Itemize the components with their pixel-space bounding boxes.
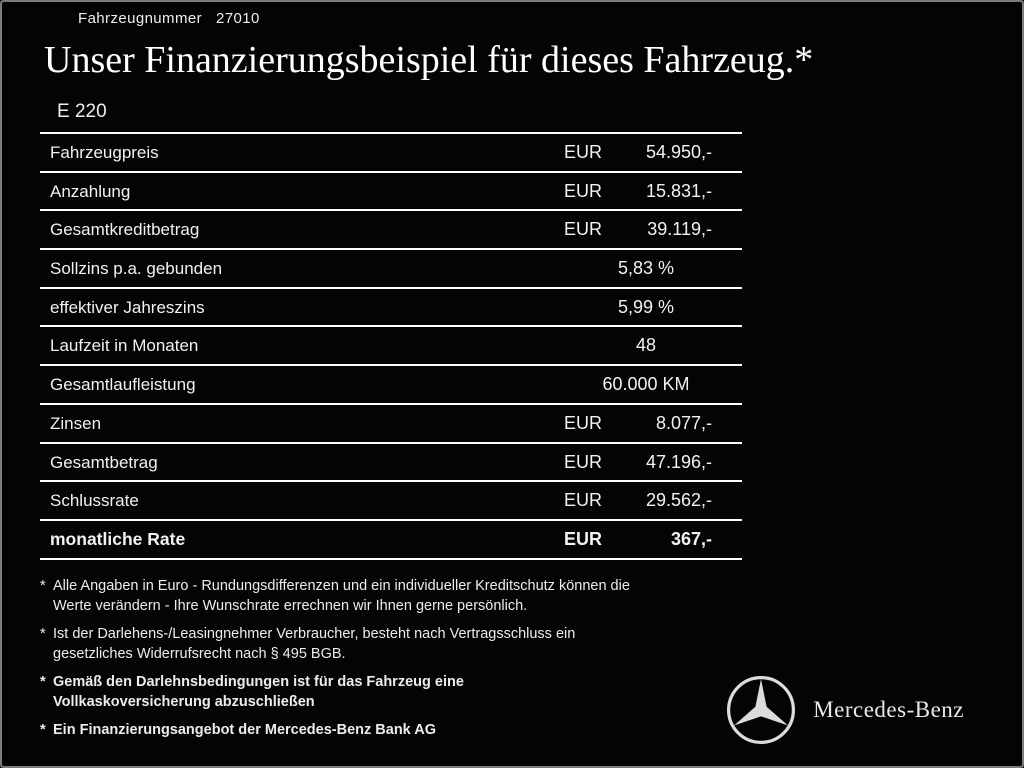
row-value: 48 bbox=[635, 335, 657, 356]
row-currency: EUR bbox=[564, 219, 603, 240]
row-value-cell: EUR 47.196,- bbox=[560, 444, 742, 481]
row-label: monatliche Rate bbox=[50, 528, 186, 549]
row-amount: 367,- bbox=[670, 528, 712, 549]
footnote-text: Alle Angaben in Euro - Rundungsdifferenz… bbox=[53, 578, 630, 614]
row-label: Anzahlung bbox=[50, 181, 131, 201]
row-currency: EUR bbox=[564, 142, 603, 162]
table-row: Zinsen EUR 8.077,- bbox=[40, 405, 742, 444]
row-currency: EUR bbox=[564, 412, 603, 433]
row-value: 60.000 KM bbox=[602, 374, 690, 395]
table-row: Schlussrate EUR 29.562,- bbox=[40, 482, 742, 521]
row-value-cell: EUR 367,- bbox=[560, 521, 742, 558]
row-value-cell: 60.000 KM bbox=[560, 366, 742, 403]
footnote-marker: * bbox=[40, 626, 46, 642]
table-row: Gesamtlaufleistung 60.000 KM bbox=[40, 366, 742, 405]
row-currency: EUR bbox=[564, 528, 603, 549]
footnote-text: Gemäß den Darlehnsbedingungen ist für da… bbox=[53, 674, 464, 710]
row-label: Zinsen bbox=[50, 413, 102, 433]
vehicle-number-label: Fahrzeugnummer bbox=[78, 10, 202, 27]
row-label: effektiver Jahreszins bbox=[50, 297, 205, 317]
table-row-monthly-rate: monatliche Rate EUR 367,- bbox=[40, 521, 742, 560]
table-row: Gesamtkreditbetrag EUR 39.119,- bbox=[40, 211, 742, 251]
row-amount: 47.196,- bbox=[645, 451, 712, 472]
row-amount: 29.562,- bbox=[645, 490, 712, 511]
row-value-cell: 5,83 % bbox=[560, 250, 742, 287]
row-label: Gesamtbetrag bbox=[50, 452, 158, 472]
row-value-cell: EUR 39.119,- bbox=[560, 211, 742, 248]
row-amount: 54.950,- bbox=[645, 142, 712, 162]
row-amount: 8.077,- bbox=[655, 412, 712, 433]
page-title: Unser Finanzierungsbeispiel für dieses F… bbox=[44, 39, 814, 81]
footnote: * Ist der Darlehens-/Leasingnehmer Verbr… bbox=[40, 624, 734, 664]
mercedes-star-icon bbox=[725, 674, 797, 746]
row-value: 5,83 % bbox=[617, 258, 675, 279]
vehicle-number-value: 27010 bbox=[215, 10, 260, 27]
row-currency: EUR bbox=[564, 451, 603, 472]
vehicle-number: Fahrzeugnummer 27010 bbox=[78, 10, 260, 27]
row-label: Laufzeit in Monaten bbox=[50, 336, 199, 356]
row-value-cell: EUR 15.831,- bbox=[560, 173, 742, 210]
row-value-cell: EUR 29.562,- bbox=[560, 482, 742, 519]
row-label: Gesamtlaufleistung bbox=[50, 375, 196, 395]
table-row: Laufzeit in Monaten 48 bbox=[40, 327, 742, 367]
row-currency: EUR bbox=[564, 490, 603, 511]
row-label: Sollzins p.a. gebunden bbox=[50, 259, 223, 279]
row-value-cell: 48 bbox=[560, 327, 742, 364]
row-value-cell: 5,99 % bbox=[560, 289, 742, 326]
footnote-marker: * bbox=[40, 674, 46, 690]
row-value-cell: EUR 8.077,- bbox=[560, 405, 742, 442]
brand-name: Mercedes-Benz bbox=[813, 697, 964, 722]
row-label: Fahrzeugpreis bbox=[50, 143, 159, 162]
footnote-text: Ein Finanzierungsangebot der Mercedes-Be… bbox=[53, 722, 436, 738]
row-amount: 15.831,- bbox=[645, 180, 712, 201]
brand-logo-block: Mercedes-Benz bbox=[725, 674, 964, 746]
row-label: Schlussrate bbox=[50, 491, 139, 511]
footnote-text: Ist der Darlehens-/Leasingnehmer Verbrau… bbox=[53, 626, 576, 662]
row-value-cell: EUR 54.950,- bbox=[560, 134, 742, 171]
footnotes: * Alle Angaben in Euro - Rundungsdiffere… bbox=[40, 576, 734, 748]
row-value: 5,99 % bbox=[617, 296, 675, 317]
row-label: Gesamtkreditbetrag bbox=[50, 220, 200, 240]
footnote-marker: * bbox=[40, 722, 46, 738]
footnote: * Gemäß den Darlehnsbedingungen ist für … bbox=[40, 672, 734, 712]
table-row: Anzahlung EUR 15.831,- bbox=[40, 173, 742, 212]
footnote: * Ein Finanzierungsangebot der Mercedes-… bbox=[40, 720, 734, 740]
finance-table: Fahrzeugpreis EUR 54.950,- Anzahlung EUR… bbox=[40, 132, 742, 560]
table-row: Gesamtbetrag EUR 47.196,- bbox=[40, 444, 742, 483]
footnote-marker: * bbox=[40, 578, 46, 594]
table-row: Fahrzeugpreis EUR 54.950,- bbox=[40, 134, 742, 173]
row-currency: EUR bbox=[564, 180, 603, 201]
row-amount: 39.119,- bbox=[647, 219, 712, 240]
table-row: Sollzins p.a. gebunden 5,83 % bbox=[40, 250, 742, 289]
footnote: * Alle Angaben in Euro - Rundungsdiffere… bbox=[40, 576, 734, 616]
vehicle-model: E 220 bbox=[57, 101, 107, 122]
table-row: effektiver Jahreszins 5,99 % bbox=[40, 289, 742, 328]
